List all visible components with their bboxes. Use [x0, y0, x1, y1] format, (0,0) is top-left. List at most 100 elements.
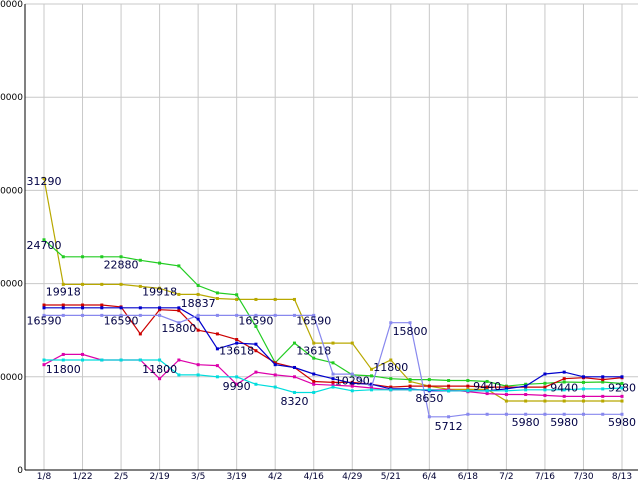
series-point [235, 297, 239, 301]
y-tick-label: 0 [17, 466, 23, 476]
axes [24, 4, 638, 471]
series-point [562, 380, 566, 384]
series-point [158, 358, 162, 362]
series-point [581, 394, 585, 398]
data-label: 15800 [161, 322, 196, 335]
series-point [138, 358, 142, 362]
series-point [504, 387, 508, 391]
data-label: 9440 [473, 380, 501, 393]
series-point [254, 342, 258, 346]
data-label: 18837 [181, 297, 216, 310]
series-point [447, 415, 451, 419]
data-label: 16590 [296, 315, 331, 328]
series-point [235, 338, 239, 342]
series-point [524, 399, 528, 403]
data-label: 11800 [46, 363, 81, 376]
data-label: 15800 [393, 325, 428, 338]
series-point [138, 313, 142, 317]
series-point [620, 394, 624, 398]
data-label: 16590 [104, 315, 139, 328]
series-point [389, 321, 393, 325]
series-point [254, 349, 258, 353]
series-point [254, 313, 258, 317]
series-point [331, 372, 335, 376]
series-point [196, 313, 200, 317]
x-tick-label: 2/19 [149, 472, 169, 480]
y-tick-label: 10000 [0, 373, 23, 383]
data-label: 22880 [104, 259, 139, 272]
data-label: 9990 [223, 380, 251, 393]
series-point [177, 321, 181, 325]
x-tick-label: 6/18 [458, 472, 478, 480]
series-point [447, 389, 451, 393]
series-point [581, 380, 585, 384]
series-point [504, 412, 508, 416]
data-label: 13618 [219, 344, 254, 357]
series-point [312, 390, 316, 394]
data-label: 5712 [435, 420, 463, 433]
series-point [42, 363, 46, 367]
series-point [408, 321, 412, 325]
series-point [292, 365, 296, 369]
series-point [292, 341, 296, 345]
series-point [370, 374, 374, 378]
series-point [312, 313, 316, 317]
series-point [158, 313, 162, 317]
series-point [504, 389, 508, 393]
series-point [370, 386, 374, 390]
series-point [581, 412, 585, 416]
series-point [215, 291, 219, 295]
series-point [254, 370, 258, 374]
series-point [100, 313, 104, 317]
series-point [100, 282, 104, 286]
series-point [543, 412, 547, 416]
series-point [81, 282, 85, 286]
x-tick-label: 4/29 [342, 472, 362, 480]
x-tick-label: 6/4 [422, 472, 437, 480]
series-point [562, 388, 566, 392]
y-tick-label: 40000 [0, 93, 23, 103]
series-7 [42, 358, 624, 394]
data-label: 31290 [27, 175, 62, 188]
data-label: 11800 [373, 361, 408, 374]
series-point [350, 381, 354, 385]
x-tick-label: 7/30 [573, 472, 593, 480]
series-point [485, 412, 489, 416]
series-point [485, 385, 489, 389]
data-label: 5980 [550, 416, 578, 429]
x-tick-label: 4/16 [304, 472, 324, 480]
series-point [119, 313, 123, 317]
data-label: 9440 [550, 382, 578, 395]
data-label: 10290 [335, 374, 370, 387]
x-tick-label: 5/21 [381, 472, 401, 480]
series-point [177, 358, 181, 362]
series-point [562, 394, 566, 398]
series-point [254, 297, 258, 301]
series-point [601, 380, 605, 384]
series-point [138, 332, 142, 336]
x-tick-label: 3/19 [227, 472, 247, 480]
series-point [42, 176, 46, 180]
series-point [312, 382, 316, 386]
series-point [562, 377, 566, 381]
series-point [215, 297, 219, 301]
series-point [119, 282, 123, 286]
series-point [543, 393, 547, 397]
series-point [485, 389, 489, 393]
series-point [601, 375, 605, 379]
x-tick-label: 7/2 [499, 472, 513, 480]
series-point [370, 388, 374, 392]
series-point [562, 412, 566, 416]
series-point [370, 367, 374, 371]
series-point [620, 382, 624, 386]
x-tick-label: 8/13 [612, 472, 632, 480]
series-point [273, 363, 277, 367]
series-point [177, 309, 181, 313]
series-point [81, 358, 85, 362]
series-point [427, 378, 431, 382]
series-point [215, 347, 219, 351]
data-label: 9280 [608, 382, 636, 395]
series-lines [42, 176, 624, 419]
